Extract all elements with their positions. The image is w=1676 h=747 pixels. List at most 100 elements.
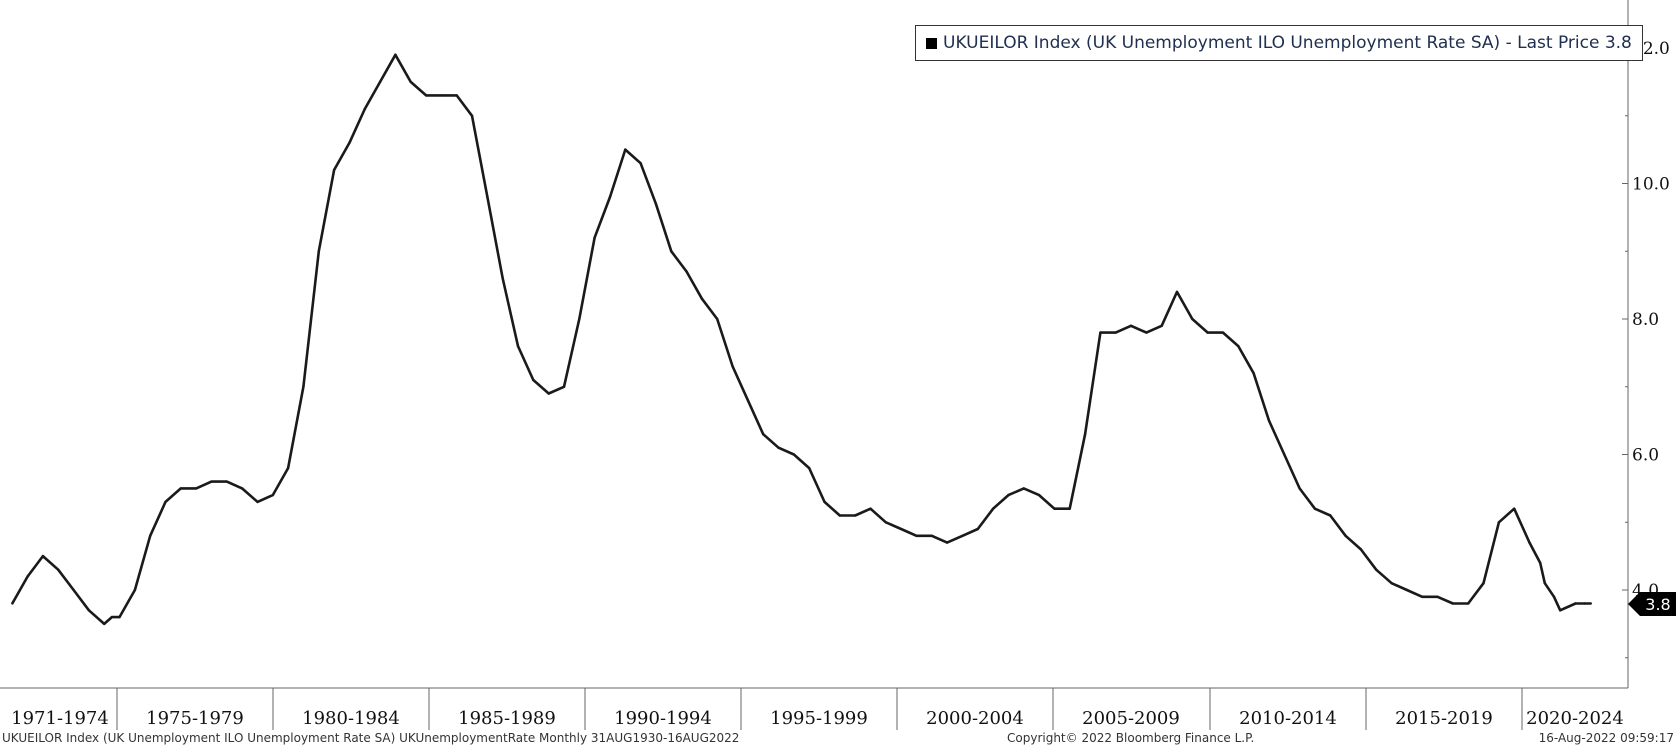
data-point [624,148,627,151]
data-point [808,466,811,470]
x-tick-label: 1985-1989 [458,708,556,729]
data-point [118,615,121,619]
data-point [57,568,60,571]
legend-text: UKUEILOR Index (UK Unemployment ILO Unem… [943,33,1632,53]
data-point [823,500,826,504]
data-point [854,514,857,517]
data-point [1559,609,1562,612]
x-tick-label: 2015-2019 [1395,708,1493,729]
data-point [1589,602,1593,605]
data-point [110,615,114,619]
data-point [1191,317,1194,321]
data-point [608,195,612,199]
data-point [256,500,259,504]
data-point [578,317,581,321]
x-tick-label: 2000-2004 [926,708,1024,729]
series-line [11,53,1591,626]
data-point [1175,290,1179,294]
data-point [532,378,535,382]
last-price-pointer-icon [1628,592,1640,616]
data-point [961,534,964,537]
x-tick-label: 2010-2014 [1239,708,1337,729]
data-point [562,385,566,388]
data-point [1329,514,1332,517]
data-point [1497,521,1501,524]
y-tick-label: 6.0 [1632,446,1659,466]
data-point [639,162,642,165]
y-tick-label: 8.0 [1632,310,1659,330]
data-point [1114,331,1117,334]
data-point [440,94,443,97]
data-point [1313,507,1317,510]
data-point [1421,595,1424,598]
data-point [731,365,734,368]
data-point [26,575,29,578]
data-point [271,493,274,497]
data-point [1237,344,1240,348]
data-point [884,521,887,524]
data-point [41,554,45,558]
data-point [1539,561,1542,565]
x-tick-label: 1975-1979 [146,708,244,729]
data-point [149,534,152,537]
data-point [195,487,198,490]
x-tick-label: 1971-1974 [11,708,109,729]
x-tick-label: 2005-2009 [1082,708,1180,729]
data-point [1390,582,1393,585]
data-point [1552,595,1556,598]
y-axis-ticks: 4.06.08.010.012.0 [1622,39,1670,659]
data-point [409,80,412,84]
data-point [394,53,397,56]
footer-timestamp: 16-Aug-2022 09:59:17 [1538,731,1674,745]
data-point [1252,372,1255,375]
data-point [1022,487,1025,490]
data-point [1099,331,1102,334]
data-point [486,195,489,199]
data-point [945,541,949,544]
data-point [762,433,765,436]
data-point [1129,324,1133,327]
x-tick-label: 1990-1994 [614,708,712,729]
data-point [455,94,458,97]
data-point [225,480,228,483]
x-tick-label: 1980-1984 [302,708,400,729]
data-point [1160,324,1163,327]
data-point [317,250,320,253]
data-point [685,270,688,273]
data-point [899,527,903,531]
data-point [1528,541,1531,544]
footer-copyright: Copyright© 2022 Bloomberg Finance L.P. [1007,731,1255,745]
data-point [1482,582,1485,585]
data-point [1007,493,1010,497]
data-point [210,480,213,483]
data-point [1068,507,1071,510]
data-point [1221,331,1225,334]
data-point [1543,582,1547,585]
data-point [700,297,704,300]
last-price-badge: 3.8 [1640,592,1676,616]
data-point [1206,331,1209,334]
data-point [915,534,918,537]
data-point [991,507,995,510]
legend-swatch-icon [926,37,937,49]
data-point [976,527,979,531]
data-point [1083,433,1087,436]
data-point [1467,602,1470,605]
data-point [1451,602,1455,605]
data-point [716,317,719,321]
data-point [302,385,305,388]
data-point [1283,453,1286,456]
data-point [1037,493,1041,497]
data-point [670,250,673,253]
data-point [1267,419,1271,422]
x-tick-label: 2020-2024 [1526,708,1624,729]
data-point [424,94,428,97]
data-point [838,514,841,517]
data-point [869,507,872,510]
data-point [240,487,244,490]
data-point [1145,331,1148,334]
data-point [930,534,933,537]
data-point [179,487,182,490]
data-point [286,466,290,470]
